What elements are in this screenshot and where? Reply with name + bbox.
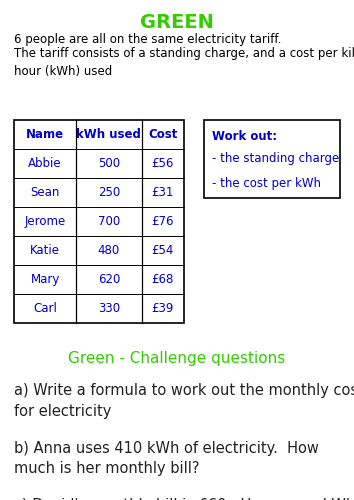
Text: Work out:: Work out: <box>212 130 278 143</box>
Text: 6 people are all on the same electricity tariff.: 6 people are all on the same electricity… <box>14 32 281 46</box>
Text: £39: £39 <box>152 302 174 315</box>
Text: - the cost per kWh: - the cost per kWh <box>212 176 321 190</box>
Bar <box>204 120 340 198</box>
Text: £56: £56 <box>152 157 174 170</box>
Text: Mary: Mary <box>30 273 60 286</box>
Text: The tariff consists of a standing charge, and a cost per kilowatt
hour (kWh) use: The tariff consists of a standing charge… <box>14 48 354 78</box>
Text: £68: £68 <box>152 273 174 286</box>
Text: 330: 330 <box>98 302 120 315</box>
Text: Jerome: Jerome <box>24 215 66 228</box>
Text: £54: £54 <box>152 244 174 257</box>
Text: c) David's monthly bill is £60.  How many kWh
of electricity did he use?: c) David's monthly bill is £60. How many… <box>14 498 354 500</box>
Text: £76: £76 <box>152 215 174 228</box>
Text: Sean: Sean <box>30 186 60 199</box>
Bar <box>14 120 184 323</box>
Text: 480: 480 <box>98 244 120 257</box>
Text: a) Write a formula to work out the monthly cost
for electricity: a) Write a formula to work out the month… <box>14 383 354 419</box>
Text: 620: 620 <box>98 273 120 286</box>
Text: GREEN: GREEN <box>140 12 214 32</box>
Text: Katie: Katie <box>30 244 60 257</box>
Text: £31: £31 <box>152 186 174 199</box>
Text: Abbie: Abbie <box>28 157 62 170</box>
Text: kWh used: kWh used <box>76 128 141 141</box>
Text: Name: Name <box>26 128 64 141</box>
Text: 500: 500 <box>98 157 120 170</box>
Text: Green - Challenge questions: Green - Challenge questions <box>68 350 286 366</box>
Text: 250: 250 <box>98 186 120 199</box>
Text: 700: 700 <box>98 215 120 228</box>
Text: Carl: Carl <box>33 302 57 315</box>
Text: Cost: Cost <box>148 128 177 141</box>
Text: b) Anna uses 410 kWh of electricity.  How
much is her monthly bill?: b) Anna uses 410 kWh of electricity. How… <box>14 440 319 476</box>
Text: - the standing charge: - the standing charge <box>212 152 339 166</box>
